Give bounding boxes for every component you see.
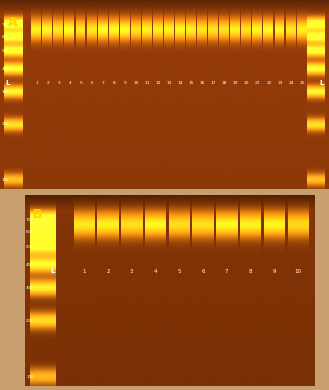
Text: 16: 16 xyxy=(200,81,205,85)
Text: 7: 7 xyxy=(102,81,105,85)
Text: 600: 600 xyxy=(26,230,34,234)
Text: 9: 9 xyxy=(272,269,276,274)
Text: 2: 2 xyxy=(46,81,49,85)
Text: 12: 12 xyxy=(156,81,161,85)
Text: 23: 23 xyxy=(277,81,283,85)
Text: 4: 4 xyxy=(68,81,71,85)
Text: 200: 200 xyxy=(2,122,9,126)
Text: 18: 18 xyxy=(222,81,227,85)
Text: 19: 19 xyxy=(233,81,239,85)
Text: 24: 24 xyxy=(288,81,294,85)
Text: 500: 500 xyxy=(2,50,9,53)
Text: L: L xyxy=(50,268,54,275)
Text: 6: 6 xyxy=(201,269,205,274)
Text: 300: 300 xyxy=(2,90,9,94)
Text: 8: 8 xyxy=(249,269,252,274)
Text: 25: 25 xyxy=(299,81,305,85)
Text: 9: 9 xyxy=(124,81,127,85)
Text: 5: 5 xyxy=(80,81,83,85)
Text: 5: 5 xyxy=(178,269,181,274)
Text: 400: 400 xyxy=(26,263,34,267)
Text: 1: 1 xyxy=(83,269,86,274)
Text: 2: 2 xyxy=(106,269,110,274)
Text: 10: 10 xyxy=(134,81,139,85)
Text: 22: 22 xyxy=(266,81,272,85)
Text: 11: 11 xyxy=(144,81,150,85)
Text: 10: 10 xyxy=(294,269,301,274)
Text: L: L xyxy=(5,80,10,86)
Text: 500: 500 xyxy=(26,245,34,249)
Text: 4: 4 xyxy=(154,269,157,274)
Text: B: B xyxy=(33,207,43,221)
Text: 6: 6 xyxy=(91,81,93,85)
Text: 7: 7 xyxy=(225,269,229,274)
Text: 300: 300 xyxy=(26,286,34,290)
Text: 8: 8 xyxy=(113,81,115,85)
Text: 15: 15 xyxy=(189,81,194,85)
Text: 100: 100 xyxy=(26,374,34,379)
Text: 17: 17 xyxy=(211,81,216,85)
Text: 21: 21 xyxy=(255,81,261,85)
Text: 200: 200 xyxy=(26,319,34,323)
Text: 600: 600 xyxy=(2,35,9,39)
Text: 1: 1 xyxy=(36,81,38,85)
Text: L: L xyxy=(319,80,324,86)
Text: A: A xyxy=(8,16,18,29)
Text: 20: 20 xyxy=(244,81,250,85)
Text: 13: 13 xyxy=(167,81,172,85)
Text: 3: 3 xyxy=(130,269,134,274)
Text: 3: 3 xyxy=(58,81,60,85)
Text: 14: 14 xyxy=(178,81,183,85)
Text: 700: 700 xyxy=(26,218,34,222)
Text: 700: 700 xyxy=(2,23,9,27)
Text: 100: 100 xyxy=(2,178,9,182)
Text: 400: 400 xyxy=(2,67,9,71)
